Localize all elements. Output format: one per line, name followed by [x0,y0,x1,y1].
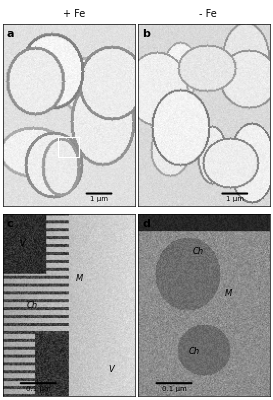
Text: - Fe: - Fe [198,9,216,19]
Text: b: b [143,30,150,40]
Text: V: V [20,240,25,248]
Text: Ch: Ch [192,247,203,256]
Text: + Fe: + Fe [63,9,85,19]
Text: M: M [224,289,232,298]
Text: 1 μm: 1 μm [226,196,244,202]
Text: 0.1 μm: 0.1 μm [26,386,51,392]
Text: V: V [108,365,114,374]
Text: c: c [7,219,13,229]
Text: Ch: Ch [26,302,37,310]
Text: 1 μm: 1 μm [90,196,108,202]
Text: Ch: Ch [188,347,199,356]
Text: M: M [76,274,83,283]
Bar [58,137,79,157]
Text: 0.1 μm: 0.1 μm [162,386,186,392]
Text: a: a [7,30,14,40]
Text: d: d [143,219,150,229]
